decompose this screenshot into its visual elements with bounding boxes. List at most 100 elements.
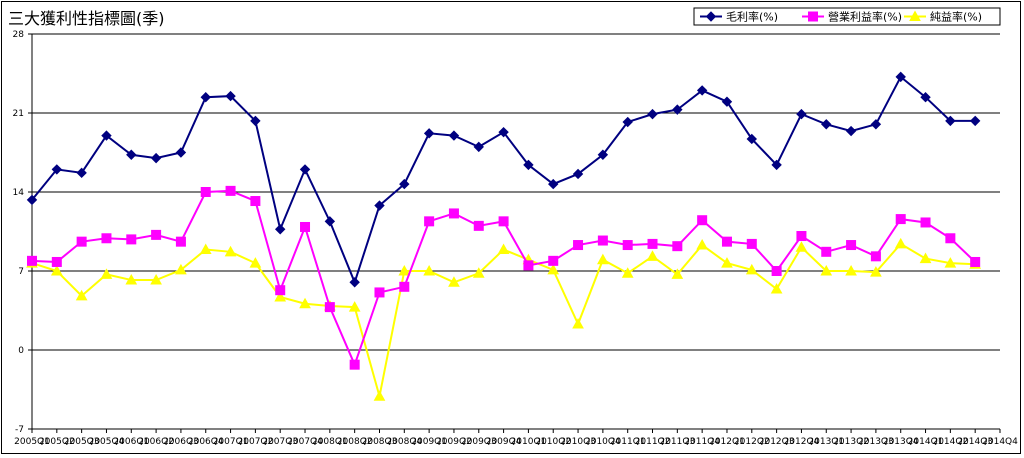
- data-point-series-3: [547, 263, 560, 275]
- data-point-series-2: [448, 208, 459, 219]
- y-tick-label: 7: [18, 267, 24, 277]
- x-tick-label: 2007Q2: [238, 437, 274, 447]
- data-point-series-1: [225, 90, 236, 102]
- data-point-series-1: [150, 152, 162, 164]
- data-point-series-1: [597, 149, 609, 160]
- data-point-series-3: [224, 245, 237, 257]
- data-point-series-2: [721, 236, 732, 247]
- legend-box: [693, 7, 1001, 26]
- data-point-series-2: [846, 240, 857, 251]
- data-point-series-2: [300, 221, 311, 232]
- x-tick-label: 2006Q2: [138, 437, 174, 447]
- data-point-series-3: [100, 268, 113, 279]
- y-tick-label: 28: [13, 30, 25, 40]
- data-point-series-1: [572, 168, 584, 180]
- x-tick-label: 2006Q4: [188, 437, 224, 447]
- data-point-series-1: [821, 119, 832, 130]
- data-point-series-3: [597, 253, 609, 265]
- legend-label-3: 純益率(%): [930, 10, 982, 24]
- data-point-series-1: [299, 164, 311, 175]
- data-point-series-2: [126, 234, 137, 245]
- x-tick-label: 2006Q1: [113, 437, 149, 447]
- data-point-series-2: [697, 215, 708, 226]
- data-point-series-2: [870, 251, 881, 262]
- data-point-series-2: [945, 233, 956, 244]
- data-point-series-3: [398, 264, 411, 276]
- x-tick-label: 2005Q2: [39, 437, 75, 447]
- x-tick-label: 2005Q1: [14, 437, 50, 447]
- x-tick-label: 2013Q4: [883, 437, 919, 447]
- data-point-series-1: [175, 147, 187, 158]
- data-point-series-1: [498, 126, 509, 138]
- x-tick-label: 2012Q3: [759, 437, 795, 447]
- data-point-series-2: [647, 238, 658, 249]
- data-point-series-1: [895, 71, 906, 83]
- x-tick-label: 2010Q3: [560, 437, 596, 447]
- data-point-series-2: [498, 216, 509, 227]
- data-point-series-2: [225, 185, 236, 196]
- data-point-series-2: [349, 359, 360, 370]
- data-point-series-3: [795, 241, 808, 252]
- plot-area: [32, 34, 1000, 429]
- data-point-series-3: [497, 243, 510, 255]
- data-point-series-2: [424, 216, 435, 227]
- data-point-series-1: [76, 167, 87, 179]
- data-point-series-3: [820, 264, 833, 276]
- data-point-series-2: [151, 229, 162, 240]
- data-point-series-1: [796, 108, 807, 120]
- x-tick-label: 2012Q2: [734, 437, 770, 447]
- data-point-series-1: [721, 96, 733, 107]
- data-point-series-1: [920, 91, 931, 103]
- x-tick-label: 2008Q3: [362, 437, 398, 447]
- data-point-series-2: [672, 241, 683, 252]
- data-point-series-1: [349, 277, 360, 288]
- data-point-series-1: [969, 115, 981, 127]
- data-point-series-3: [572, 318, 584, 329]
- data-point-series-2: [51, 256, 62, 267]
- data-point-series-3: [75, 289, 88, 301]
- y-tick-label: 21: [13, 109, 24, 119]
- chart-title: 三大獲利性指標圖(季): [8, 9, 165, 28]
- data-point-series-1: [399, 178, 410, 190]
- data-point-series-3: [150, 273, 162, 285]
- x-tick-label: 2009Q3: [461, 437, 497, 447]
- x-tick-label: 2013Q1: [808, 437, 844, 447]
- data-point-series-3: [671, 268, 684, 279]
- x-tick-label: 2010Q2: [535, 437, 571, 447]
- data-point-series-1: [523, 159, 534, 171]
- data-point-series-1: [647, 108, 658, 120]
- legend-label-1: 毛利率(%): [726, 10, 778, 24]
- x-tick-label: 2010Q4: [585, 437, 621, 447]
- data-point-series-3: [125, 273, 138, 285]
- x-tick-label: 2009Q4: [486, 437, 522, 447]
- data-point-series-3: [646, 250, 659, 261]
- data-point-series-1: [274, 224, 286, 235]
- data-point-series-2: [250, 196, 261, 207]
- x-tick-label: 2011Q2: [635, 437, 671, 447]
- line-chart: -7 0 7 14 21 28 2005Q12005Q22005Q32005Q42006Q1…: [13, 7, 1018, 447]
- data-point-series-3: [50, 264, 63, 276]
- data-point-series-2: [573, 240, 584, 251]
- data-point-series-2: [175, 236, 186, 247]
- data-point-series-1: [622, 116, 633, 128]
- data-point-series-2: [374, 287, 385, 298]
- x-tick-label: 2014Q1: [908, 437, 944, 447]
- data-point-series-2: [970, 256, 981, 267]
- x-tick-label: 2014Q2: [932, 437, 968, 447]
- data-point-series-1: [945, 115, 956, 127]
- data-point-series-2: [821, 246, 832, 257]
- data-point-series-2: [895, 214, 906, 225]
- data-point-series-1: [51, 164, 63, 175]
- data-point-series-3: [348, 301, 361, 312]
- data-point-series-3: [423, 264, 435, 276]
- x-tick-label: 2008Q2: [337, 437, 373, 447]
- data-point-series-3: [919, 252, 932, 264]
- x-tick-label: 2014Q4: [982, 437, 1018, 447]
- data-point-series-1: [423, 128, 435, 139]
- x-tick-label: 2005Q4: [89, 437, 125, 447]
- data-point-series-1: [448, 130, 460, 141]
- x-tick-label: 2009Q1: [411, 437, 447, 447]
- legend-label-2: 營業利益率(%): [828, 10, 902, 24]
- data-point-series-1: [771, 159, 782, 171]
